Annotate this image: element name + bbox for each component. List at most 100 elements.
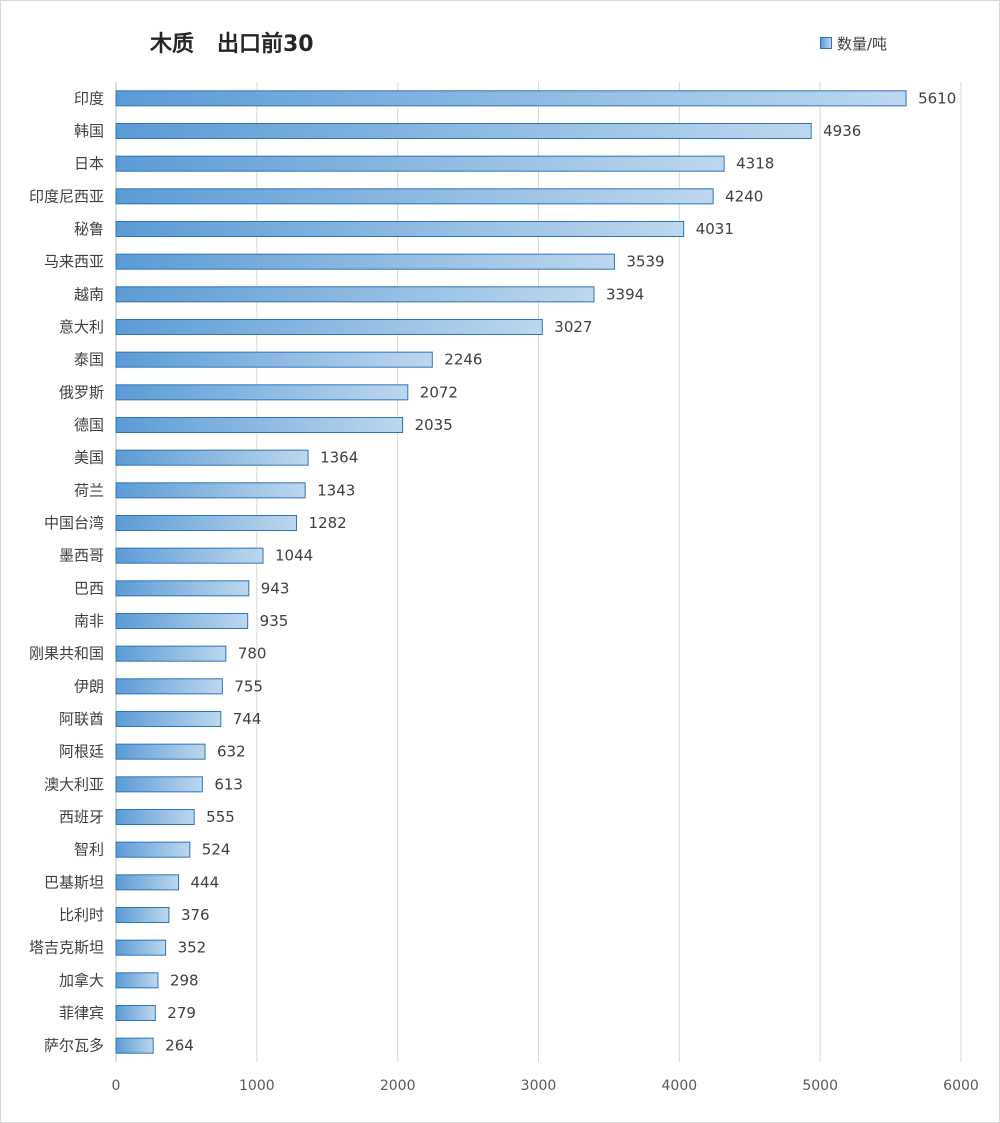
bar [115,743,206,760]
data-label: 4240 [725,187,763,205]
data-label: 555 [206,808,235,826]
data-label: 632 [217,743,246,761]
category-label: 越南 [74,285,104,303]
bar [115,90,907,107]
category-label: 泰国 [74,351,104,369]
category-label: 中国台湾 [44,514,104,532]
gridlines [115,82,962,1062]
bar [115,482,306,499]
data-label: 613 [214,775,243,793]
category-label: 荷兰 [74,481,104,499]
data-label: 2246 [444,351,482,369]
bar [115,318,543,336]
data-label: 1343 [317,481,355,499]
bar [115,645,227,662]
data-label: 444 [191,873,220,891]
bar [115,906,170,924]
data-label: 5610 [918,89,956,107]
category-label: 墨西哥 [59,547,104,565]
bar [115,939,167,956]
data-label: 1364 [320,449,358,467]
data-label: 264 [165,1037,194,1055]
bar [115,514,298,532]
category-label: 塔吉克斯坦 [29,939,104,957]
legend: 数量/吨 [820,33,887,53]
category-label: 西班牙 [59,808,104,826]
bar [115,874,180,891]
bar [115,612,249,630]
category-label: 印度尼西亚 [29,187,104,205]
data-label: 1044 [275,547,313,565]
bar [115,972,159,989]
data-label: 755 [234,677,263,695]
category-label: 巴西 [74,579,104,597]
bars [115,90,907,1054]
data-label: 524 [202,841,231,859]
bar [115,547,264,564]
data-label: 3027 [554,318,592,336]
data-label: 935 [260,612,289,630]
category-label: 俄罗斯 [59,383,104,401]
data-label: 376 [181,906,210,924]
bar [115,841,191,858]
category-label: 韩国 [74,122,104,140]
data-label: 2072 [420,383,458,401]
category-labels: 印度韩国日本印度尼西亚秘鲁马来西亚越南意大利泰国俄罗斯德国美国荷兰中国台湾墨西哥… [29,89,104,1054]
category-label: 日本 [74,155,104,173]
bar [115,1037,154,1054]
data-label: 943 [261,579,290,597]
bar [115,808,195,826]
data-label: 3394 [606,285,644,303]
data-label: 3539 [626,253,664,271]
category-label: 南非 [74,612,104,630]
bar [115,384,409,401]
category-label: 意大利 [59,318,104,336]
x-tick-label: 4000 [662,1078,698,1094]
data-label: 1282 [309,514,347,532]
chart-title: 木质 出口前30 [150,32,314,57]
category-label: 秘鲁 [74,220,104,238]
bar [115,286,595,303]
x-tick-label: 0 [112,1078,121,1094]
category-label: 刚果共和国 [29,645,104,663]
data-label: 4031 [696,220,734,238]
bar [115,449,309,466]
bar [115,351,433,368]
category-label: 加拿大 [59,971,104,989]
data-label: 352 [178,939,207,957]
legend-label: 数量/吨 [837,34,888,53]
category-label: 阿根廷 [59,743,104,761]
bar [115,678,223,695]
bar [115,416,404,434]
data-label: 4936 [823,122,861,140]
category-label: 伊朗 [74,677,104,695]
data-label: 4318 [736,155,774,173]
category-label: 印度 [74,89,104,107]
bar [115,253,615,270]
data-label: 298 [170,971,199,989]
data-label: 279 [167,1004,196,1022]
x-axis-ticks: 0 1000 2000 3000 4000 5000 6000 [112,1078,979,1094]
legend-swatch [820,37,832,49]
category-label: 萨尔瓦多 [44,1037,104,1055]
category-label: 比利时 [59,906,104,924]
bar [115,155,725,172]
bar [115,776,203,793]
data-label: 2035 [415,416,453,434]
category-label: 美国 [74,449,104,467]
x-tick-label: 1000 [239,1078,275,1094]
category-label: 阿联酋 [59,710,104,728]
category-label: 马来西亚 [44,253,104,271]
x-tick-label: 5000 [802,1078,838,1094]
category-label: 菲律宾 [59,1004,104,1022]
bar [115,710,222,728]
category-label: 智利 [74,841,104,859]
bar [115,188,714,205]
x-tick-label: 6000 [943,1078,979,1094]
category-label: 德国 [74,416,104,434]
data-label: 744 [233,710,262,728]
data-label: 780 [238,645,267,663]
bar [115,122,812,140]
category-label: 澳大利亚 [44,775,104,793]
